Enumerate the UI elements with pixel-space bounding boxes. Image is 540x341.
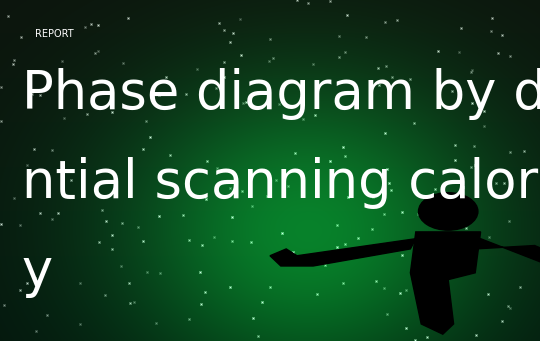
Text: y: y — [22, 246, 53, 297]
Polygon shape — [270, 239, 416, 266]
Text: Phase diagram by differe: Phase diagram by differe — [22, 68, 540, 120]
Text: REPORT: REPORT — [35, 29, 74, 39]
Circle shape — [418, 193, 478, 230]
Polygon shape — [475, 239, 540, 266]
Text: Phase diagram by differential scanning calorimetry: Phase diagram by differential scanning c… — [0, 340, 1, 341]
Polygon shape — [410, 232, 481, 334]
Text: ntial scanning calorimetr: ntial scanning calorimetr — [22, 157, 540, 209]
